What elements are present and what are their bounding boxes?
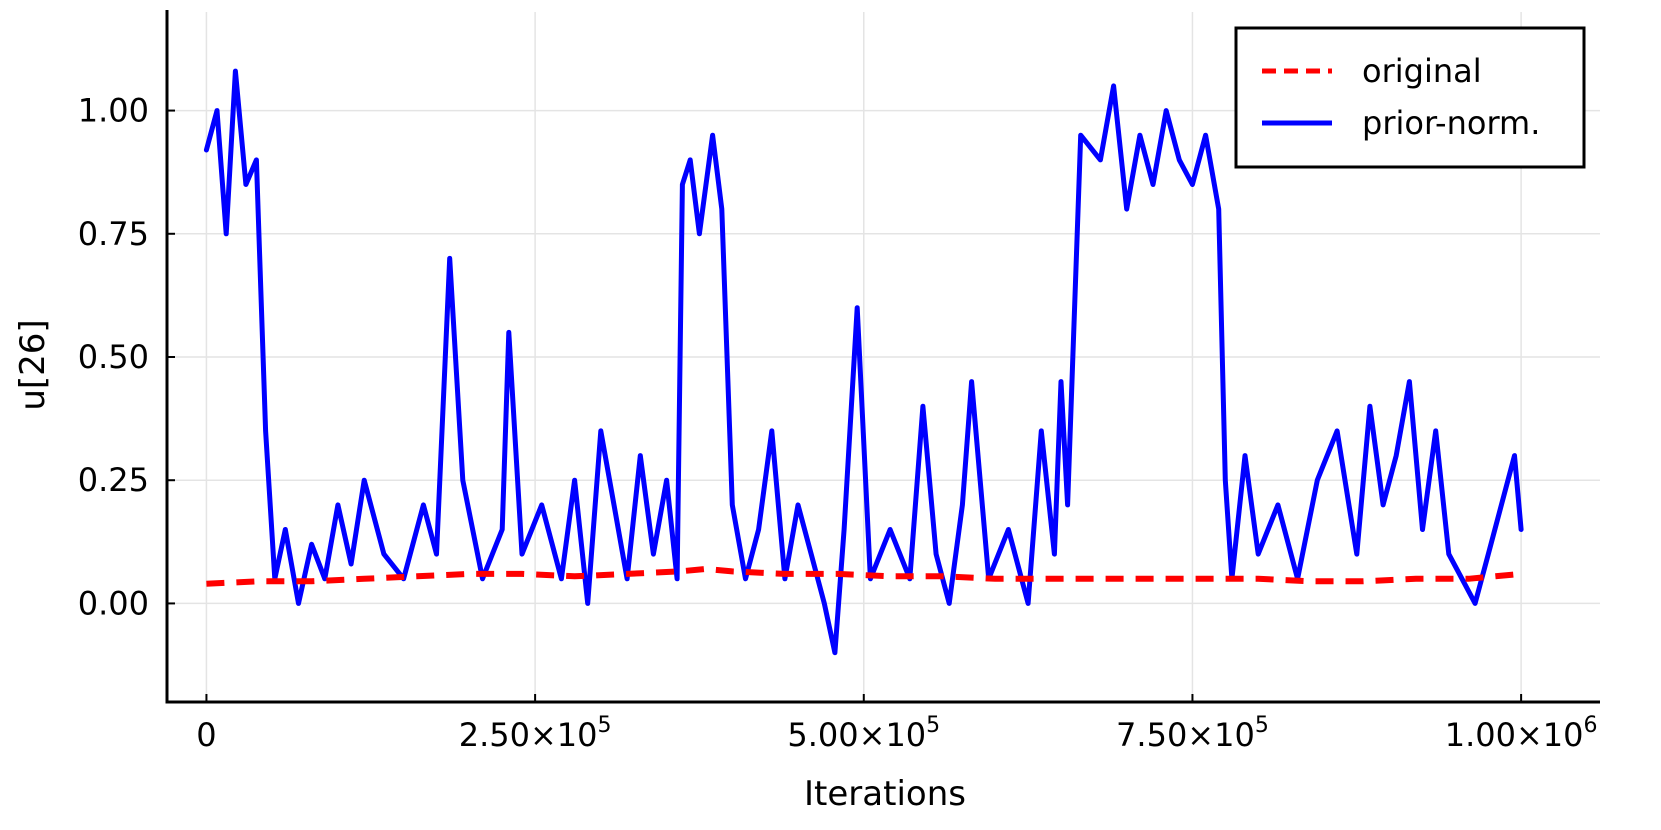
y-tick-label-0: 0.00: [78, 584, 149, 622]
y-tick-label-1: 0.25: [78, 461, 149, 499]
series-line-prior-norm: [203, 68, 1524, 656]
x-tick-label-4: 1.00×106: [1445, 713, 1598, 754]
x-tick-label-1: 2.50×105: [459, 713, 612, 754]
y-axis-label: u[26]: [13, 319, 53, 410]
y-tick-labels: 0.00 0.25 0.50 0.75 1.00: [78, 92, 149, 623]
axes: [165, 10, 1600, 704]
legend-box: [1234, 26, 1586, 169]
y-tick-label-2: 0.50: [78, 338, 149, 376]
x-tick-label-3: 7.50×105: [1116, 713, 1269, 754]
legend: original prior-norm.: [1234, 26, 1586, 169]
y-tick-label-4: 1.00: [78, 92, 149, 130]
x-axis-label: Iterations: [804, 774, 966, 814]
series-layer: [203, 68, 1524, 656]
legend-label-original: original: [1362, 52, 1482, 90]
legend-label-prior-norm: prior-norm.: [1362, 104, 1540, 142]
x-tick-label-0: 0: [196, 716, 216, 754]
y-tick-label-3: 0.75: [78, 215, 149, 253]
series-line-original: [206, 565, 1522, 587]
x-tick-label-2: 5.00×105: [787, 713, 940, 754]
x-tick-labels: 0 2.50×105 5.00×105 7.50×105 1.00×106: [196, 713, 1597, 754]
